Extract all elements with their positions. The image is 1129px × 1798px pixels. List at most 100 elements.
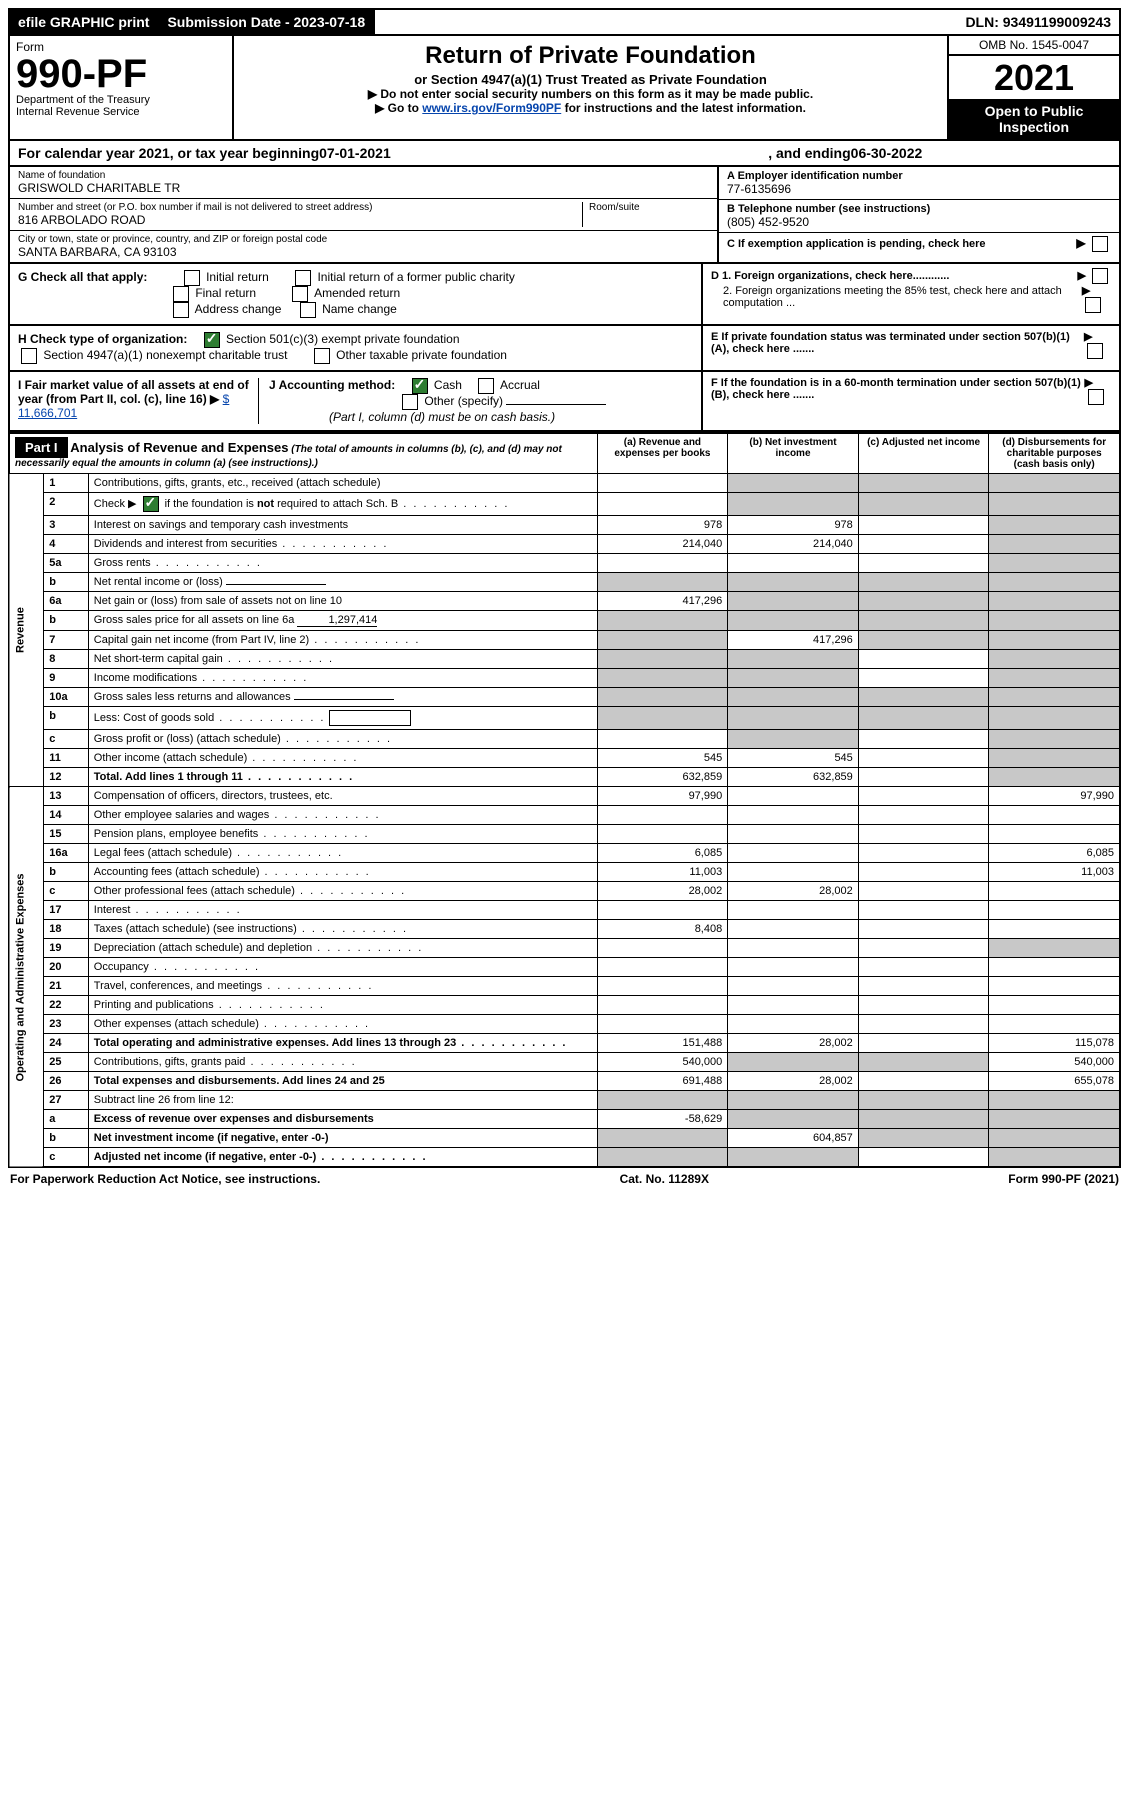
form990pf-link[interactable]: www.irs.gov/Form990PF — [422, 101, 561, 115]
value-cell — [728, 1015, 859, 1034]
entity-right: A Employer identification number 77-6135… — [717, 167, 1119, 262]
g-check-section: G Check all that apply: Initial return I… — [10, 264, 701, 324]
value-cell — [858, 1129, 989, 1148]
value-cell — [728, 825, 859, 844]
501c3-checkbox[interactable] — [204, 332, 220, 348]
f-checkbox[interactable] — [1088, 389, 1104, 405]
g-opt-1: Initial return of a former public charit… — [317, 270, 514, 284]
initial-former-checkbox[interactable] — [295, 270, 311, 286]
value-cell — [989, 996, 1120, 1015]
footer-right: Form 990-PF (2021) — [1008, 1172, 1119, 1186]
line-description: Total expenses and disbursements. Add li… — [88, 1072, 597, 1091]
cal-mid: , and ending — [768, 145, 850, 161]
value-cell — [728, 707, 859, 730]
h-label: H Check type of organization: — [18, 332, 187, 346]
value-cell — [858, 554, 989, 573]
table-row: 7Capital gain net income (from Part IV, … — [9, 631, 1120, 650]
j-cash: Cash — [434, 378, 462, 392]
line-number: 25 — [44, 1053, 89, 1072]
other-taxable-checkbox[interactable] — [314, 348, 330, 364]
dept: Department of the Treasury — [16, 94, 226, 106]
table-row: 11Other income (attach schedule)545545 — [9, 749, 1120, 768]
f-section: F If the foundation is in a 60-month ter… — [701, 372, 1119, 430]
schb-checkbox[interactable] — [143, 496, 159, 512]
line-description: Total. Add lines 1 through 11 — [88, 768, 597, 787]
line-description: Interest — [88, 901, 597, 920]
value-cell: 655,078 — [989, 1072, 1120, 1091]
cash-checkbox[interactable] — [412, 378, 428, 394]
value-cell — [858, 863, 989, 882]
value-cell — [858, 669, 989, 688]
tax-year: 2021 — [949, 56, 1119, 99]
4947-checkbox[interactable] — [21, 348, 37, 364]
other-method-checkbox[interactable] — [402, 394, 418, 410]
line-description: Gross sales price for all assets on line… — [88, 611, 597, 631]
line-number: 8 — [44, 650, 89, 669]
line-description: Net short-term capital gain — [88, 650, 597, 669]
header-left: Form 990-PF Department of the Treasury I… — [10, 36, 234, 139]
line-description: Gross profit or (loss) (attach schedule) — [88, 730, 597, 749]
dln: DLN: 93491199009243 — [957, 10, 1119, 34]
line-description: Legal fees (attach schedule) — [88, 844, 597, 863]
note-ssn: ▶ Do not enter social security numbers o… — [244, 87, 937, 101]
value-cell — [989, 920, 1120, 939]
value-cell — [858, 1072, 989, 1091]
c-checkbox[interactable] — [1092, 236, 1108, 252]
line-number: 24 — [44, 1034, 89, 1053]
arrow-icon: ▶ — [1076, 236, 1085, 250]
line-description: Compensation of officers, directors, tru… — [88, 787, 597, 806]
line-description: Net gain or (loss) from sale of assets n… — [88, 592, 597, 611]
efile-print[interactable]: efile GRAPHIC print — [10, 10, 159, 34]
value-cell — [728, 611, 859, 631]
value-cell — [989, 1091, 1120, 1110]
value-cell — [728, 1148, 859, 1168]
e-label: E If private foundation status was termi… — [711, 331, 1084, 355]
d1-checkbox[interactable] — [1092, 268, 1108, 284]
d1-label: D 1. Foreign organizations, check here..… — [711, 270, 949, 282]
table-row: 10aGross sales less returns and allowanc… — [9, 688, 1120, 707]
amended-return-checkbox[interactable] — [292, 286, 308, 302]
line-number: 5a — [44, 554, 89, 573]
value-cell: 115,078 — [989, 1034, 1120, 1053]
initial-return-checkbox[interactable] — [184, 270, 200, 286]
line-description: Occupancy — [88, 958, 597, 977]
value-cell — [858, 787, 989, 806]
name-change-checkbox[interactable] — [300, 302, 316, 318]
section-h-e: H Check type of organization: Section 50… — [8, 326, 1121, 372]
value-cell — [597, 493, 728, 516]
j-note: (Part I, column (d) must be on cash basi… — [329, 410, 555, 424]
value-cell — [728, 920, 859, 939]
line-number: 7 — [44, 631, 89, 650]
d2-checkbox[interactable] — [1085, 297, 1101, 313]
line-number: 27 — [44, 1091, 89, 1110]
value-cell — [597, 1148, 728, 1168]
value-cell — [989, 958, 1120, 977]
table-row: bNet rental income or (loss) — [9, 573, 1120, 592]
value-cell — [989, 592, 1120, 611]
value-cell — [989, 1148, 1120, 1168]
value-cell: 545 — [597, 749, 728, 768]
value-cell — [728, 806, 859, 825]
line-number: 26 — [44, 1072, 89, 1091]
e-checkbox[interactable] — [1087, 343, 1103, 359]
address-change-checkbox[interactable] — [173, 302, 189, 318]
value-cell — [989, 825, 1120, 844]
accrual-checkbox[interactable] — [478, 378, 494, 394]
value-cell — [728, 844, 859, 863]
line-description: Taxes (attach schedule) (see instruction… — [88, 920, 597, 939]
value-cell — [858, 768, 989, 787]
value-cell — [858, 806, 989, 825]
value-cell — [858, 749, 989, 768]
line-description: Capital gain net income (from Part IV, l… — [88, 631, 597, 650]
value-cell — [597, 958, 728, 977]
table-row: 21Travel, conferences, and meetings — [9, 977, 1120, 996]
line-number: 4 — [44, 535, 89, 554]
j-label: J Accounting method: — [269, 378, 395, 392]
part1-header-cell: Part I Analysis of Revenue and Expenses … — [9, 433, 597, 474]
value-cell — [597, 688, 728, 707]
value-cell — [597, 554, 728, 573]
value-cell — [858, 996, 989, 1015]
value-cell — [597, 631, 728, 650]
ein-cell: A Employer identification number 77-6135… — [719, 167, 1119, 200]
final-return-checkbox[interactable] — [173, 286, 189, 302]
